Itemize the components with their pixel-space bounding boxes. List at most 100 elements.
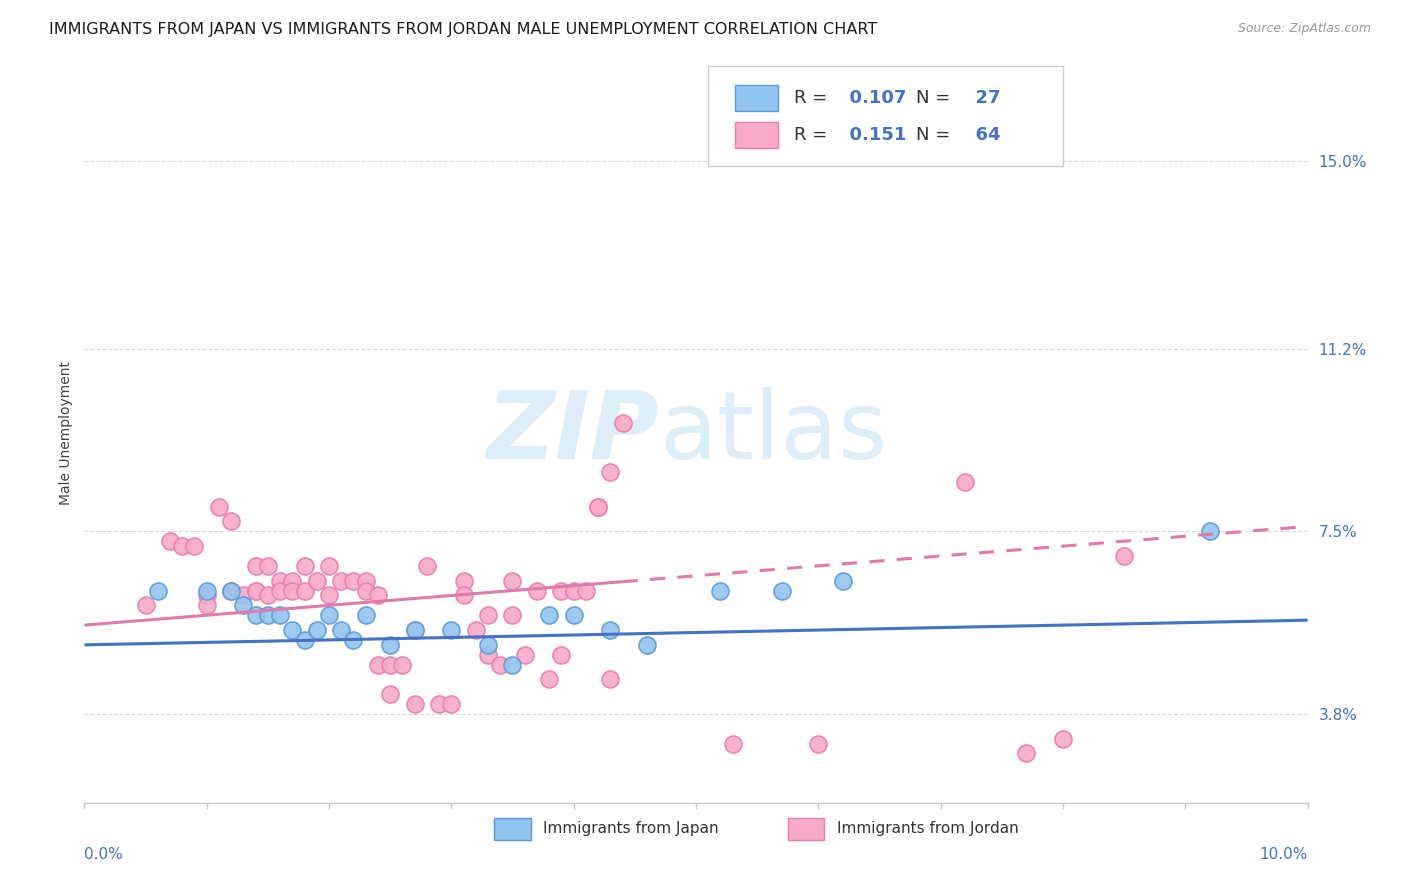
Point [489, 657, 512, 672]
Point [257, 558, 280, 573]
Point [538, 608, 561, 623]
Point [354, 583, 377, 598]
Point [562, 583, 585, 598]
Point [318, 558, 340, 573]
Point [367, 589, 389, 603]
Point [232, 599, 254, 613]
Point [502, 657, 524, 672]
Point [281, 623, 304, 637]
Point [575, 583, 598, 598]
Point [477, 608, 499, 623]
Point [367, 657, 389, 672]
Point [330, 623, 353, 637]
Point [342, 632, 364, 647]
Point [281, 574, 304, 588]
FancyBboxPatch shape [735, 85, 778, 111]
Point [599, 673, 621, 687]
Point [513, 648, 536, 662]
Text: 27: 27 [963, 89, 1000, 107]
Point [562, 608, 585, 623]
Point [245, 558, 267, 573]
Text: R =: R = [794, 89, 827, 107]
Text: Source: ZipAtlas.com: Source: ZipAtlas.com [1237, 22, 1371, 36]
Point [245, 608, 267, 623]
Point [305, 623, 328, 637]
Point [330, 574, 353, 588]
Text: 64: 64 [963, 126, 1000, 144]
Point [219, 583, 242, 598]
Point [416, 558, 439, 573]
Point [464, 623, 486, 637]
Text: 10.0%: 10.0% [1260, 847, 1308, 863]
Point [380, 638, 402, 652]
Point [1052, 731, 1074, 746]
FancyBboxPatch shape [709, 66, 1063, 166]
Point [318, 608, 340, 623]
Point [526, 583, 548, 598]
FancyBboxPatch shape [787, 818, 824, 840]
Point [219, 515, 242, 529]
Point [354, 574, 377, 588]
Point [269, 583, 291, 598]
Point [502, 608, 524, 623]
Point [953, 475, 976, 489]
Point [636, 638, 658, 652]
Text: N =: N = [917, 126, 950, 144]
Point [232, 589, 254, 603]
Point [294, 583, 316, 598]
Point [502, 574, 524, 588]
Text: atlas: atlas [659, 386, 887, 479]
Point [305, 574, 328, 588]
Point [318, 589, 340, 603]
Text: 0.107: 0.107 [837, 89, 905, 107]
Point [391, 657, 413, 672]
Point [453, 574, 475, 588]
FancyBboxPatch shape [494, 818, 531, 840]
Point [550, 583, 572, 598]
Text: IMMIGRANTS FROM JAPAN VS IMMIGRANTS FROM JORDAN MALE UNEMPLOYMENT CORRELATION CH: IMMIGRANTS FROM JAPAN VS IMMIGRANTS FROM… [49, 22, 877, 37]
Point [477, 638, 499, 652]
Point [538, 673, 561, 687]
Point [245, 583, 267, 598]
Point [721, 737, 744, 751]
Text: 0.0%: 0.0% [84, 847, 124, 863]
Point [294, 558, 316, 573]
Point [404, 623, 426, 637]
Point [1015, 747, 1038, 761]
Point [1198, 524, 1220, 539]
Point [380, 657, 402, 672]
Text: ZIP: ZIP [486, 386, 659, 479]
Point [195, 589, 218, 603]
Point [599, 465, 621, 479]
Point [269, 574, 291, 588]
Point [146, 583, 169, 598]
Text: Immigrants from Jordan: Immigrants from Jordan [837, 822, 1018, 836]
Point [404, 623, 426, 637]
Point [612, 416, 634, 430]
Point [404, 697, 426, 711]
Point [342, 574, 364, 588]
Point [550, 648, 572, 662]
Point [380, 687, 402, 701]
Point [159, 534, 181, 549]
Point [709, 583, 731, 598]
Point [257, 589, 280, 603]
Point [440, 623, 463, 637]
Point [294, 632, 316, 647]
Point [586, 500, 609, 514]
Point [599, 623, 621, 637]
Y-axis label: Male Unemployment: Male Unemployment [59, 360, 73, 505]
Point [453, 589, 475, 603]
Point [477, 648, 499, 662]
Point [440, 697, 463, 711]
Point [770, 583, 793, 598]
Point [245, 583, 267, 598]
Point [831, 574, 853, 588]
Point [183, 539, 205, 553]
Point [195, 583, 218, 598]
Point [208, 500, 231, 514]
Point [172, 539, 194, 553]
Text: N =: N = [917, 89, 950, 107]
Point [269, 608, 291, 623]
Point [807, 737, 830, 751]
